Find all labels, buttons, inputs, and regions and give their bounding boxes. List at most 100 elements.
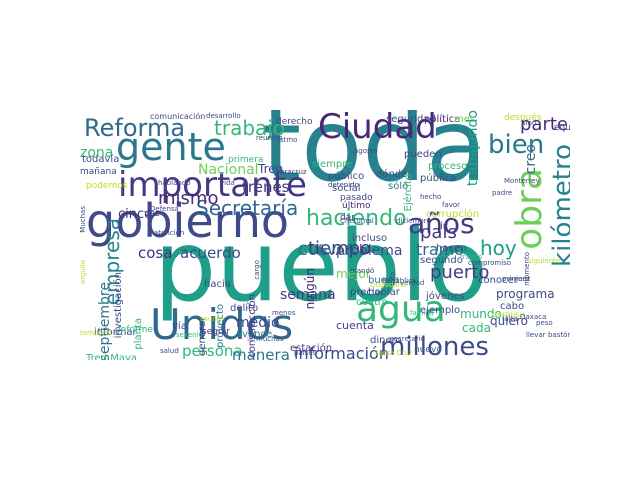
word-programa: programa [496,287,555,301]
word-derecho: derecho [276,117,313,127]
word-llevar: llevar [526,331,546,339]
word-quiero: quiero [490,314,528,328]
word-veracruz: Veracruz [276,168,307,176]
word-baston: bastón [548,331,570,339]
word-muchas: Muchas [80,206,87,233]
word-atencion: atención [154,229,185,237]
word-tren-maya: Tren Maya [86,353,138,361]
word-anos: años [408,207,475,240]
word-sino: sino [522,119,537,127]
word-nuevo: nuevo [414,345,442,355]
word-nacional: Nacional [198,162,259,178]
word-zona: zona [80,145,114,161]
word-vida: vida [220,179,235,187]
word-precio: precio [350,287,381,298]
word-cuenta: cuenta [336,319,374,332]
word-secretario: secretario [390,335,425,343]
word-verdad: verdad [400,279,425,287]
word-muchas: muchas [256,335,284,343]
word-ciudad: Ciudad [318,110,437,147]
word-toda: toda [262,110,488,204]
word-podemos: podemos [86,181,128,191]
word-cosa: cosa [138,244,173,262]
word-todavia: todavía [82,154,120,165]
word-secretaria: Secretaría [196,196,299,220]
word-desarrollo: desarrollo [206,112,241,120]
word-persona: persona [182,342,243,360]
word-millones: millones [380,332,489,360]
word-asunto: asunto [200,315,224,323]
word-mando: mandó [350,267,375,275]
word-mes: mes [454,114,476,125]
word-septiembre: septiembre [97,282,113,360]
word-ejemplo: ejemplo [420,305,461,316]
word-comunicacion: comunicación [150,112,206,121]
word-informe: Informe [118,325,153,335]
word-via: vía [172,321,187,332]
word-ejercito: Ejército [403,174,414,212]
word-traves: través [460,253,483,261]
word-unidos: Unidos [150,300,294,349]
word-monterrey: Monterrey [504,177,540,185]
word-siempre: siempre [312,159,353,170]
word-reunion: reunión [256,134,283,142]
word-mundo: mundo [460,307,502,321]
word-incluso: incluso [352,233,388,244]
word-permiso: permiso [492,310,525,319]
word-hecho: hecho [420,193,442,201]
word-cuatro: cuatro [356,297,388,308]
word-ir: ir [440,221,447,232]
word-ciudadano: ciudadano [370,281,407,289]
word-medio: medio [236,315,280,331]
word-pueblo: pueblo [154,210,489,324]
word-proceso: proceso [428,161,468,172]
word-semana: semana [280,287,336,303]
word-temporal: temporal [80,329,112,337]
word-gente: gente [116,125,226,169]
word-gobierno: gobierno [86,194,290,248]
word-diciembre: diciembre [396,217,431,225]
word-hablando: hablando [158,179,191,187]
word-menos: menos [272,309,296,317]
word-creo: creo [523,144,539,175]
word-despues: después [504,113,542,123]
word-mejor: mejor [336,267,371,281]
word-trabajo: trabajo [214,116,286,140]
word-politica: política [424,114,461,125]
word-hablar: hablar [368,287,400,298]
word-tiempo: tiempo [308,238,372,259]
word-kilometro: kilómetro [548,144,570,267]
word-linea: línea [247,324,255,341]
word-equipo: equipo [554,123,570,133]
word-reforma: Reforma [84,114,186,142]
word-tren: Tren [258,162,284,176]
word-hacen: hacen [436,243,467,254]
word-chetumal: Chetumal [340,217,374,225]
word-informar: informar [94,327,137,338]
word-paises: países [294,349,317,357]
word-sexenio: sexenio [176,331,203,339]
word-pais: país [420,222,457,243]
word-hacia: hacia [204,279,231,290]
word-tramo: tramo [416,240,465,259]
word-dinero: dinero [370,335,402,346]
word-cloud: pueblo toda gobierno Unidos gente Ciudad… [80,110,570,360]
word-pasado: pasado [340,193,373,203]
word-primero: primero [502,275,530,283]
word-compromiso: compromiso [468,259,512,267]
word-hoy: hoy [480,236,517,260]
word-dar: dar [340,213,355,223]
word-parte: parte [520,114,568,135]
word-seguridad: seguridad [386,114,436,125]
word-favor: favor [442,201,461,209]
word-puerto: puerto [430,262,490,283]
word-istmo: istmo [278,136,298,144]
word-mismo: mismo [158,188,219,209]
word-cuevas: CUEVAS [298,243,355,259]
word-primera: primera [228,155,264,165]
word-problema: problema [336,243,403,259]
word-defensa: Defensa [150,205,179,213]
word-acuerdo: acuerdo [180,244,241,262]
word-juez: juez [516,275,531,283]
word-agosto: agosto [354,147,378,155]
